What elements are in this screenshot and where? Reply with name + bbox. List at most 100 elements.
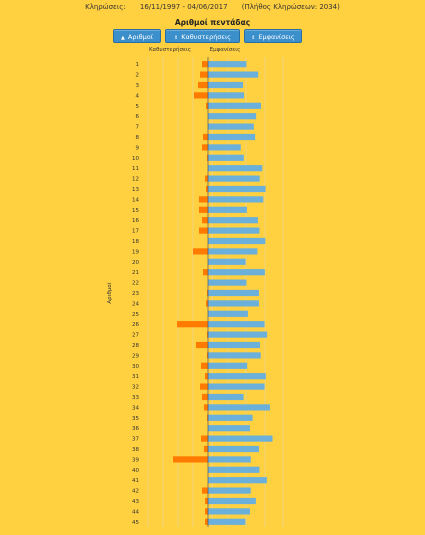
delay-bar[interactable] bbox=[200, 71, 208, 78]
delay-bar[interactable] bbox=[201, 362, 208, 369]
delay-bar[interactable] bbox=[207, 289, 208, 297]
appearance-bar[interactable] bbox=[208, 300, 259, 307]
appearance-bar[interactable] bbox=[208, 373, 266, 380]
appearance-bar[interactable] bbox=[208, 487, 251, 494]
delay-bar[interactable] bbox=[203, 269, 208, 276]
chart-title: Αριθμοί πεντάδας bbox=[174, 18, 251, 27]
delay-bar[interactable] bbox=[205, 508, 208, 515]
appearance-bar[interactable] bbox=[208, 269, 265, 276]
appearance-bar[interactable] bbox=[208, 248, 258, 255]
appearance-bar[interactable] bbox=[208, 185, 266, 193]
delay-bar[interactable] bbox=[207, 352, 208, 359]
delay-bar[interactable] bbox=[200, 383, 208, 390]
delay-bar[interactable] bbox=[205, 497, 208, 505]
delay-bar[interactable] bbox=[193, 248, 208, 255]
appearance-bar[interactable] bbox=[208, 175, 260, 182]
draw-info-label: Κληρώσεις: bbox=[85, 3, 126, 11]
appearance-bar[interactable] bbox=[208, 341, 260, 349]
appearance-bar[interactable] bbox=[208, 477, 267, 484]
appearance-bar[interactable] bbox=[208, 196, 264, 203]
delay-bar[interactable] bbox=[198, 81, 208, 89]
sort-toggle-icon: ⇕ bbox=[251, 35, 256, 41]
appearance-bar[interactable] bbox=[208, 258, 246, 265]
y-tick-label: 24 bbox=[132, 301, 139, 307]
delay-bar[interactable] bbox=[202, 61, 208, 68]
appearance-bar[interactable] bbox=[208, 144, 241, 151]
delay-bar[interactable] bbox=[202, 393, 208, 401]
appearance-bar[interactable] bbox=[208, 435, 273, 442]
delay-bar[interactable] bbox=[177, 321, 208, 328]
appearance-bar[interactable] bbox=[208, 227, 260, 234]
appearance-bar[interactable] bbox=[208, 310, 248, 317]
appearance-bar[interactable] bbox=[208, 352, 261, 359]
y-tick-label: 44 bbox=[132, 509, 139, 515]
delay-bar[interactable] bbox=[204, 445, 208, 453]
appearance-bar[interactable] bbox=[208, 331, 268, 338]
delay-bar[interactable] bbox=[199, 196, 208, 203]
appearance-bar[interactable] bbox=[208, 508, 250, 515]
y-tick-label: 11 bbox=[132, 166, 139, 172]
delay-bar[interactable] bbox=[196, 341, 208, 349]
appearance-bar[interactable] bbox=[208, 123, 254, 130]
delay-bar[interactable] bbox=[207, 414, 208, 421]
appearance-bar[interactable] bbox=[208, 81, 244, 89]
appearance-bar[interactable] bbox=[208, 414, 253, 421]
delay-bar[interactable] bbox=[202, 144, 208, 151]
appearance-bar[interactable] bbox=[208, 71, 259, 78]
delay-bar[interactable] bbox=[194, 92, 208, 99]
appearance-bar[interactable] bbox=[208, 165, 263, 172]
y-tick-label: 20 bbox=[132, 260, 139, 266]
y-tick-label: 17 bbox=[132, 229, 139, 235]
sort-numbers-button[interactable]: ▲ Αριθμοί bbox=[113, 29, 161, 43]
appearance-bar[interactable] bbox=[208, 404, 270, 411]
appearance-bar[interactable] bbox=[208, 61, 247, 68]
y-tick-label: 12 bbox=[132, 177, 139, 183]
delay-bar[interactable] bbox=[203, 133, 208, 141]
appearance-bar[interactable] bbox=[208, 362, 248, 369]
delay-bar[interactable] bbox=[199, 206, 208, 213]
y-tick-label: 37 bbox=[132, 437, 139, 443]
delay-bar[interactable] bbox=[206, 185, 208, 193]
delay-bar[interactable] bbox=[204, 404, 208, 411]
delay-bar[interactable] bbox=[201, 435, 208, 442]
appearance-bar[interactable] bbox=[208, 102, 261, 109]
appearance-bar[interactable] bbox=[208, 445, 259, 453]
appearance-bar[interactable] bbox=[208, 518, 246, 525]
appearance-bar[interactable] bbox=[208, 456, 251, 463]
appearance-bar[interactable] bbox=[208, 279, 247, 286]
appearance-bar[interactable] bbox=[208, 217, 258, 224]
y-tick-label: 32 bbox=[132, 385, 139, 391]
appearance-bar[interactable] bbox=[208, 154, 244, 161]
delay-bar[interactable] bbox=[206, 102, 208, 109]
y-tick-label: 42 bbox=[132, 489, 139, 495]
delay-bar[interactable] bbox=[205, 518, 208, 525]
delay-bar[interactable] bbox=[173, 456, 208, 463]
delay-bar[interactable] bbox=[202, 487, 208, 494]
y-tick-label: 16 bbox=[132, 218, 139, 224]
delay-bar[interactable] bbox=[205, 373, 208, 380]
delay-bar[interactable] bbox=[206, 300, 208, 307]
appearance-bar[interactable] bbox=[208, 133, 256, 141]
delay-bar[interactable] bbox=[199, 227, 208, 234]
draw-count: (Πλήθος Κληρώσεων: 2034) bbox=[241, 3, 340, 11]
appearance-bar[interactable] bbox=[208, 425, 250, 432]
appearance-bar[interactable] bbox=[208, 113, 257, 120]
appearance-bar[interactable] bbox=[208, 321, 265, 328]
delay-bar[interactable] bbox=[202, 217, 208, 224]
appearance-bar[interactable] bbox=[208, 237, 266, 245]
sort-delays-button[interactable]: ⇕ Καθυστερήσεις bbox=[165, 29, 240, 43]
y-tick-label: 2 bbox=[136, 73, 140, 79]
y-tick-label: 35 bbox=[132, 416, 139, 422]
y-tick-label: 25 bbox=[132, 312, 139, 318]
sort-appearances-button[interactable]: ⇕ Εμφανίσεις bbox=[244, 29, 302, 43]
appearance-bar[interactable] bbox=[208, 92, 245, 99]
appearance-bar[interactable] bbox=[208, 466, 260, 473]
delay-bar[interactable] bbox=[205, 175, 208, 182]
appearance-bar[interactable] bbox=[208, 497, 256, 505]
delay-bar[interactable] bbox=[207, 154, 208, 161]
delay-bar[interactable] bbox=[207, 331, 208, 338]
appearance-bar[interactable] bbox=[208, 206, 247, 213]
appearance-bar[interactable] bbox=[208, 289, 259, 297]
appearance-bar[interactable] bbox=[208, 383, 265, 390]
appearance-bar[interactable] bbox=[208, 393, 244, 401]
